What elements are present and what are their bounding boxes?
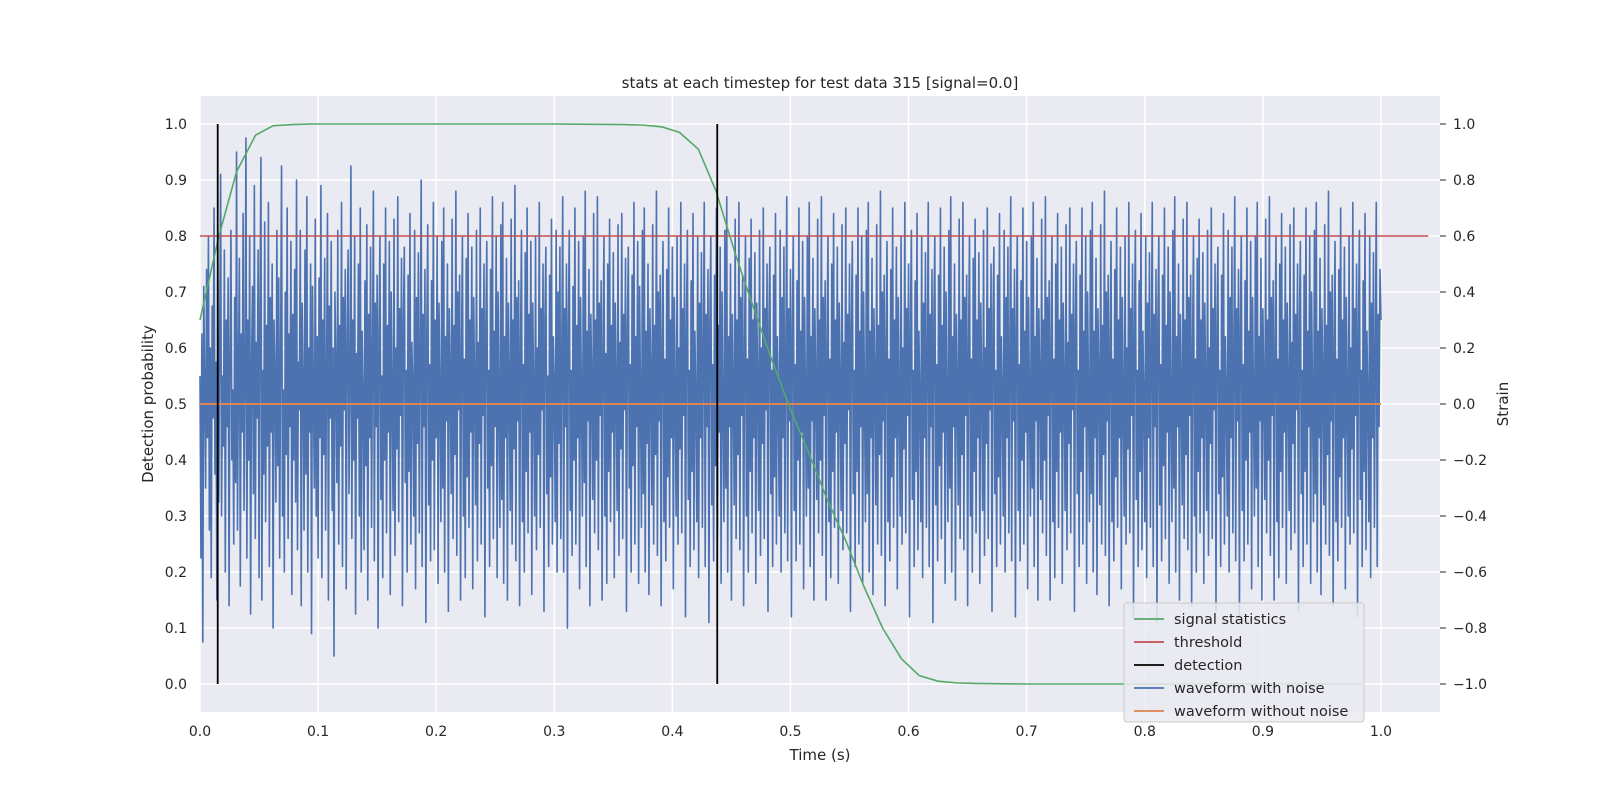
legend: signal statistics threshold detection wavef… (1123, 602, 1365, 723)
legend-label: threshold (1174, 635, 1242, 651)
y-tick-label: 0.8 (165, 229, 187, 245)
y2-tick-label: −0.2 (1453, 453, 1487, 469)
y-tick-label: 0.0 (165, 677, 187, 693)
x-tick-label: 0.6 (897, 724, 919, 740)
y-tick-label: 0.4 (165, 453, 187, 469)
y2-tick-label: 0.0 (1453, 397, 1475, 413)
series-signal-statistics (199, 123, 1363, 685)
x-tick-label: 1.0 (1370, 724, 1392, 740)
y-tick-label: 0.3 (165, 509, 187, 525)
x-tick-label: 0.1 (307, 724, 329, 740)
x-tick-label: 0.5 (779, 724, 801, 740)
y-tick-label: 0.5 (165, 397, 187, 413)
legend-label: waveform with noise (1174, 681, 1325, 697)
legend-label: detection (1174, 658, 1242, 674)
y-tick-label: 0.6 (165, 341, 187, 357)
y-tick-label: 0.2 (165, 565, 187, 581)
series-layer (199, 123, 1429, 685)
y2-tick-label: 0.2 (1453, 341, 1475, 357)
legend-label: signal statistics (1174, 612, 1286, 628)
axes-labels: 0.0 0.1 0.2 0.3 0.4 0.5 0.6 0.7 0.8 0.9 1.0 0.0 0.1 0… (165, 117, 1487, 740)
y2-tick-label: 0.8 (1453, 173, 1475, 189)
x-axis-title: Time (s) (789, 746, 851, 764)
legend-label: waveform without noise (1174, 704, 1348, 720)
y2-tick-label: −0.4 (1453, 509, 1487, 525)
y-tick-label: 0.7 (165, 285, 187, 301)
y-tick-label: 1.0 (165, 117, 187, 133)
series-waveform-with-noise (199, 137, 1382, 657)
y2-tick-label: −1.0 (1453, 677, 1487, 693)
x-tick-label: 0.4 (661, 724, 683, 740)
y2-tick-label: 0.6 (1453, 229, 1475, 245)
y-tick-label: 0.1 (165, 621, 187, 637)
y2-tick-label: 1.0 (1453, 117, 1475, 133)
x-tick-label: 0.9 (1252, 724, 1274, 740)
y2-axis-title: Strain (1494, 382, 1512, 426)
y2-tick-label: −0.8 (1453, 621, 1487, 637)
x-tick-label: 0.0 (189, 724, 211, 740)
x-tick-label: 0.3 (543, 724, 565, 740)
y-axis-title: Detection probability (139, 325, 157, 483)
x-tick-label: 0.8 (1134, 724, 1156, 740)
y2-tick-label: −0.6 (1453, 565, 1487, 581)
y2-tick-label: 0.4 (1453, 285, 1475, 301)
y-tick-label: 0.9 (165, 173, 187, 189)
x-tick-label: 0.2 (425, 724, 447, 740)
chart-title: stats at each timestep for test data 315… (622, 74, 1019, 92)
x-tick-label: 0.7 (1016, 724, 1038, 740)
legend-box (1123, 602, 1365, 723)
